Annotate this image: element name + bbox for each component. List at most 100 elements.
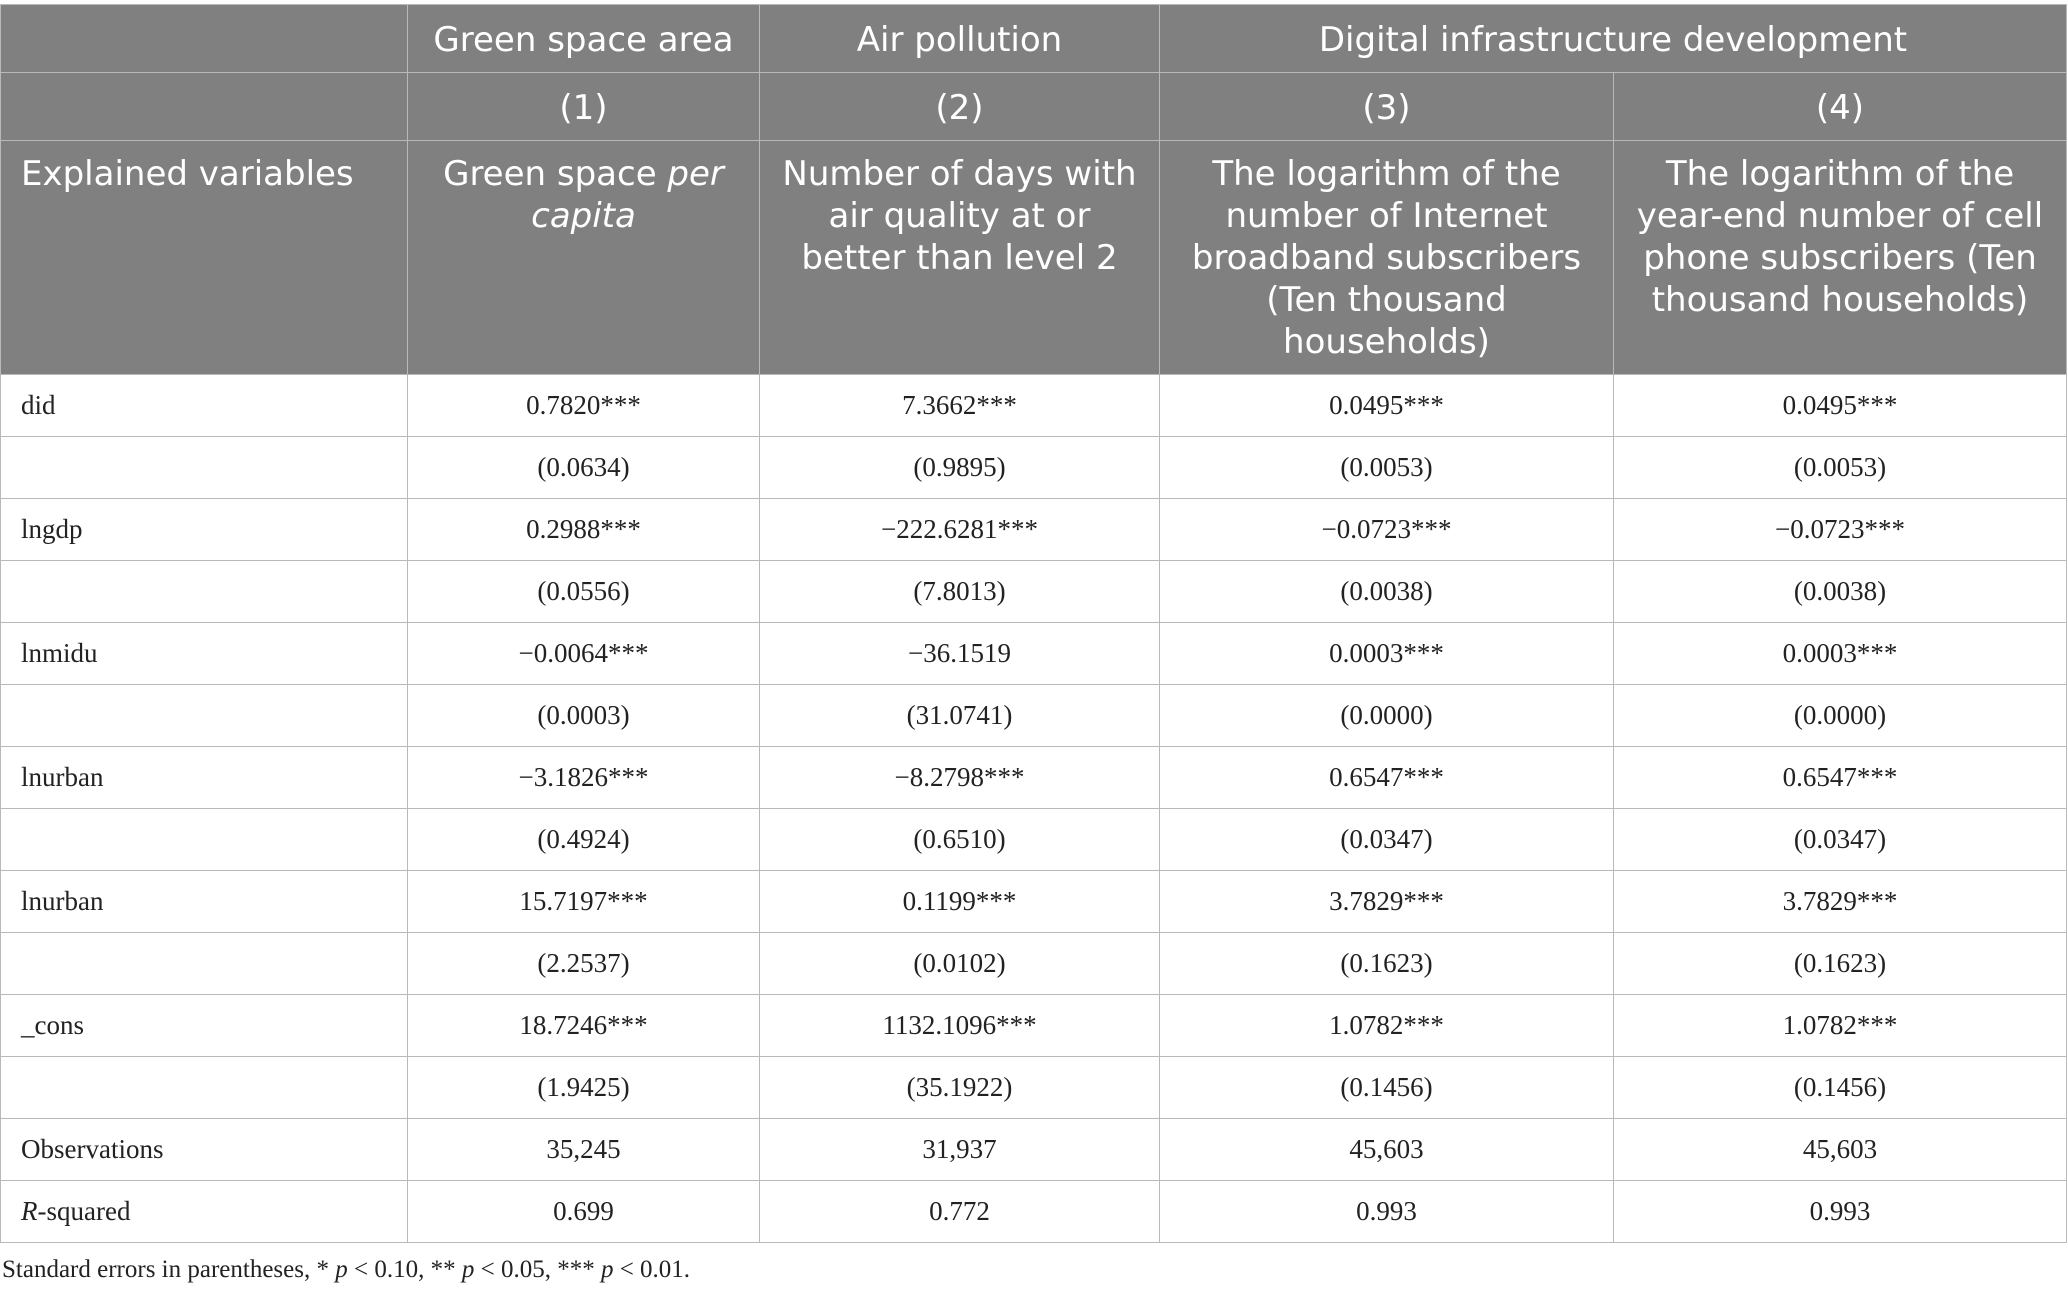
footnote-text-2: < 0.10, ** [347, 1256, 462, 1283]
table-cell: 0.6547*** [1613, 746, 2067, 809]
table-cell: −3.1826*** [407, 746, 760, 809]
header-group-digital-infrastructure: Digital infrastructure development [1159, 4, 2067, 73]
table-cell: 0.1199*** [759, 870, 1160, 933]
row-label: lnmidu [0, 622, 408, 685]
table-row: (0.0556) (7.8013) (0.0038) (0.0038) [0, 560, 2067, 623]
table-cell: (0.0634) [407, 436, 760, 499]
table-cell: 15.7197*** [407, 870, 760, 933]
header-stub-explained-variables: Explained variables [0, 140, 408, 375]
table-cell: (0.0038) [1613, 560, 2067, 623]
table-cell: (0.6510) [759, 808, 1160, 871]
row-label: lnurban [0, 870, 408, 933]
regression-table: Green space area Air pollution Digital i… [0, 4, 2067, 1243]
table-body: did 0.7820*** 7.3662*** 0.0495*** 0.0495***(… [0, 374, 2067, 1243]
table-cell: (0.0053) [1613, 436, 2067, 499]
table-cell: 0.0495*** [1159, 374, 1614, 437]
table-cell: 7.3662*** [759, 374, 1160, 437]
table-row-r-squared: R-squared 0.699 0.772 0.993 0.993 [0, 1180, 2067, 1243]
header-number-2: (2) [759, 72, 1160, 141]
table-footnote: Standard errors in parentheses, * p < 0.… [2, 1256, 690, 1284]
table-cell: (0.9895) [759, 436, 1160, 499]
table-cell: (0.4924) [407, 808, 760, 871]
table-row: (2.2537) (0.0102) (0.1623) (0.1623) [0, 932, 2067, 995]
table-cell: 31,937 [759, 1118, 1160, 1181]
header-var-4: The logarithm of the year-end number of … [1613, 140, 2067, 375]
table-row: lnurban −3.1826*** −8.2798*** 0.6547*** 0.65… [0, 746, 2067, 809]
row-label: Observations [0, 1118, 408, 1181]
table-cell: 0.6547*** [1159, 746, 1614, 809]
table-cell: (0.1456) [1613, 1056, 2067, 1119]
row-label: _cons [0, 994, 408, 1057]
table-cell: 0.7820*** [407, 374, 760, 437]
table-cell: 1.0782*** [1613, 994, 2067, 1057]
table-cell: (1.9425) [407, 1056, 760, 1119]
table-cell: −0.0723*** [1159, 498, 1614, 561]
table-cell: 45,603 [1613, 1118, 2067, 1181]
footnote-p-3: p [600, 1256, 614, 1283]
footnote-text-1: Standard errors in parentheses, * [2, 1256, 336, 1283]
header-number-empty [0, 72, 408, 141]
table-cell: 18.7246*** [407, 994, 760, 1057]
table-cell: 0.0003*** [1613, 622, 2067, 685]
row-label: lngdp [0, 498, 408, 561]
table-row: (0.4924) (0.6510) (0.0347) (0.0347) [0, 808, 2067, 871]
row-label [0, 684, 408, 747]
table-row: (0.0634) (0.9895) (0.0053) (0.0053) [0, 436, 2067, 499]
table-header: Green space area Air pollution Digital i… [0, 4, 2067, 375]
table-cell: 0.0495*** [1613, 374, 2067, 437]
header-var-1-italic: per capita [531, 154, 724, 236]
table-cell: (0.1456) [1159, 1056, 1614, 1119]
table-cell: 0.993 [1613, 1180, 2067, 1243]
table-cell: (2.2537) [407, 932, 760, 995]
table-cell: 3.7829*** [1159, 870, 1614, 933]
header-var-3: The logarithm of the number of Internet … [1159, 140, 1614, 375]
row-label [0, 436, 408, 499]
row-label [0, 808, 408, 871]
table-row: did 0.7820*** 7.3662*** 0.0495*** 0.0495*** [0, 374, 2067, 437]
row-label [0, 932, 408, 995]
table-cell: (0.0347) [1613, 808, 2067, 871]
table-cell: 45,603 [1159, 1118, 1614, 1181]
footnote-p-1: p [335, 1256, 348, 1283]
footnote-text-3: < 0.05, *** [474, 1256, 601, 1283]
table-cell: −8.2798*** [759, 746, 1160, 809]
table-cell: (0.1623) [1613, 932, 2067, 995]
table-cell: (35.1922) [759, 1056, 1160, 1119]
header-var-1-text: Green space [443, 154, 668, 194]
table-cell: 0.699 [407, 1180, 760, 1243]
header-number-3: (3) [1159, 72, 1614, 141]
row-label: did [0, 374, 408, 437]
table-row: (0.0003) (31.0741) (0.0000) (0.0000) [0, 684, 2067, 747]
header-var-1: Green space per capita [407, 140, 760, 375]
table-row: (1.9425) (35.1922) (0.1456) (0.1456) [0, 1056, 2067, 1119]
table-cell: (0.1623) [1159, 932, 1614, 995]
table-row: lngdp 0.2988*** −222.6281*** −0.0723*** −0.0… [0, 498, 2067, 561]
table-cell: (0.0000) [1159, 684, 1614, 747]
row-label [0, 1056, 408, 1119]
r-squared-italic-r: R [21, 1196, 38, 1226]
r-squared-suffix: -squared [37, 1196, 131, 1226]
header-group-empty [0, 4, 408, 73]
header-row-numbers: (1) (2) (3) (4) [0, 72, 2067, 141]
table-cell: 1.0782*** [1159, 994, 1614, 1057]
table-cell: −0.0064*** [407, 622, 760, 685]
table-cell: 1132.1096*** [759, 994, 1160, 1057]
table-cell: (0.0053) [1159, 436, 1614, 499]
table-cell: 0.2988*** [407, 498, 760, 561]
table-cell: (0.0000) [1613, 684, 2067, 747]
table-row: lnmidu −0.0064*** −36.1519 0.0003*** 0.0003*… [0, 622, 2067, 685]
table-cell: 3.7829*** [1613, 870, 2067, 933]
header-number-4: (4) [1613, 72, 2067, 141]
table-cell: −222.6281*** [759, 498, 1160, 561]
table-cell: (0.0038) [1159, 560, 1614, 623]
header-var-2: Number of days with air quality at or be… [759, 140, 1160, 375]
table-cell: (0.0556) [407, 560, 760, 623]
row-label [0, 560, 408, 623]
header-group-air-pollution: Air pollution [759, 4, 1160, 73]
header-group-green-space: Green space area [407, 4, 760, 73]
table-row: Observations 35,245 31,937 45,603 45,603 [0, 1118, 2067, 1181]
regression-table-container: Green space area Air pollution Digital i… [0, 4, 2067, 1243]
header-number-1: (1) [407, 72, 760, 141]
footnote-text-4: < 0.01. [613, 1256, 691, 1283]
table-cell: (0.0347) [1159, 808, 1614, 871]
